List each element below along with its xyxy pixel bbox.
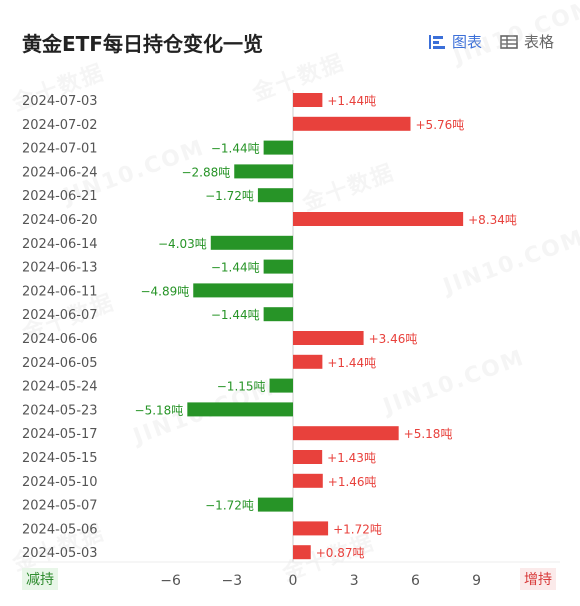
category-label: 2024-05-07: [22, 499, 98, 514]
category-label: 2024-05-06: [22, 522, 98, 537]
data-label: −2.88吨: [181, 165, 230, 179]
x-tick-label: −3: [221, 573, 242, 589]
bar: [293, 93, 323, 107]
data-label: +0.87吨: [316, 546, 365, 560]
category-label: 2024-06-05: [22, 356, 98, 371]
x-tick-label: 6: [411, 573, 420, 589]
data-label: −1.15吨: [217, 380, 266, 394]
table-view-label: 表格: [524, 33, 555, 51]
data-label: +5.76吨: [416, 118, 465, 132]
bar: [193, 283, 293, 298]
x-tick-label: 9: [472, 573, 481, 589]
data-label: −4.89吨: [140, 284, 189, 298]
category-label: 2024-06-07: [22, 308, 98, 323]
category-label: 2024-06-06: [22, 332, 98, 347]
bar: [293, 450, 323, 464]
bar: [210, 235, 293, 250]
data-label: +1.72吨: [333, 522, 382, 536]
bar: [293, 426, 399, 441]
data-label: −1.44吨: [211, 308, 260, 322]
bar: [263, 307, 293, 322]
bar: [257, 188, 293, 203]
table-view-toggle[interactable]: 表格: [500, 31, 554, 52]
category-label: 2024-07-01: [22, 142, 98, 157]
data-label: +8.34吨: [468, 213, 517, 227]
category-label: 2024-06-24: [22, 165, 98, 180]
bar: [293, 354, 323, 369]
category-label: 2024-05-10: [22, 475, 98, 490]
category-label: 2024-05-15: [22, 451, 98, 466]
data-label: +1.44吨: [327, 356, 376, 370]
bar: [293, 212, 464, 226]
category-label: 2024-05-23: [22, 403, 98, 418]
bar: [293, 545, 311, 560]
chart-title: 黄金ETF每日持仓变化一览: [22, 32, 263, 56]
chart-view-toggle[interactable]: 图表: [428, 31, 482, 52]
category-label: 2024-05-03: [22, 546, 98, 561]
data-label: −1.44吨: [211, 142, 260, 156]
data-label: +1.43吨: [327, 451, 376, 465]
x-tick-label: 3: [350, 573, 359, 589]
data-label: −1.44吨: [211, 261, 260, 275]
bar: [257, 497, 293, 512]
category-label: 2024-06-14: [22, 237, 98, 252]
data-label: +1.44吨: [327, 94, 376, 108]
increase-label: 增持: [520, 568, 556, 590]
data-label: −1.72吨: [205, 499, 254, 513]
chart-view-label: 图表: [452, 33, 483, 51]
category-label: 2024-06-11: [22, 284, 98, 299]
bar: [263, 259, 293, 274]
category-label: 2024-05-17: [22, 427, 98, 442]
category-label: 2024-06-21: [22, 189, 98, 204]
category-label: 2024-05-24: [22, 380, 98, 395]
category-label: 2024-07-02: [22, 118, 98, 133]
category-label: 2024-06-13: [22, 261, 98, 276]
data-label: +3.46吨: [369, 332, 418, 346]
bar: [293, 473, 323, 488]
data-label: −4.03吨: [158, 237, 207, 251]
bar: [293, 116, 411, 131]
reduce-label: 减持: [22, 568, 58, 590]
x-tick-label: 0: [289, 573, 298, 589]
table-icon: [500, 34, 518, 49]
bar: [234, 164, 293, 179]
bar-chart-icon: [429, 34, 445, 49]
data-label: +1.46吨: [328, 475, 377, 489]
bar: [187, 402, 293, 417]
data-label: +5.18吨: [404, 427, 453, 441]
data-label: −1.72吨: [205, 189, 254, 203]
category-label: 2024-07-03: [22, 94, 98, 109]
bar: [269, 378, 293, 393]
bar: [293, 521, 329, 536]
category-label: 2024-06-20: [22, 213, 98, 228]
bar: [263, 140, 293, 155]
x-tick-label: −6: [160, 573, 181, 589]
bar: [293, 331, 364, 345]
data-label: −5.18吨: [135, 403, 184, 417]
